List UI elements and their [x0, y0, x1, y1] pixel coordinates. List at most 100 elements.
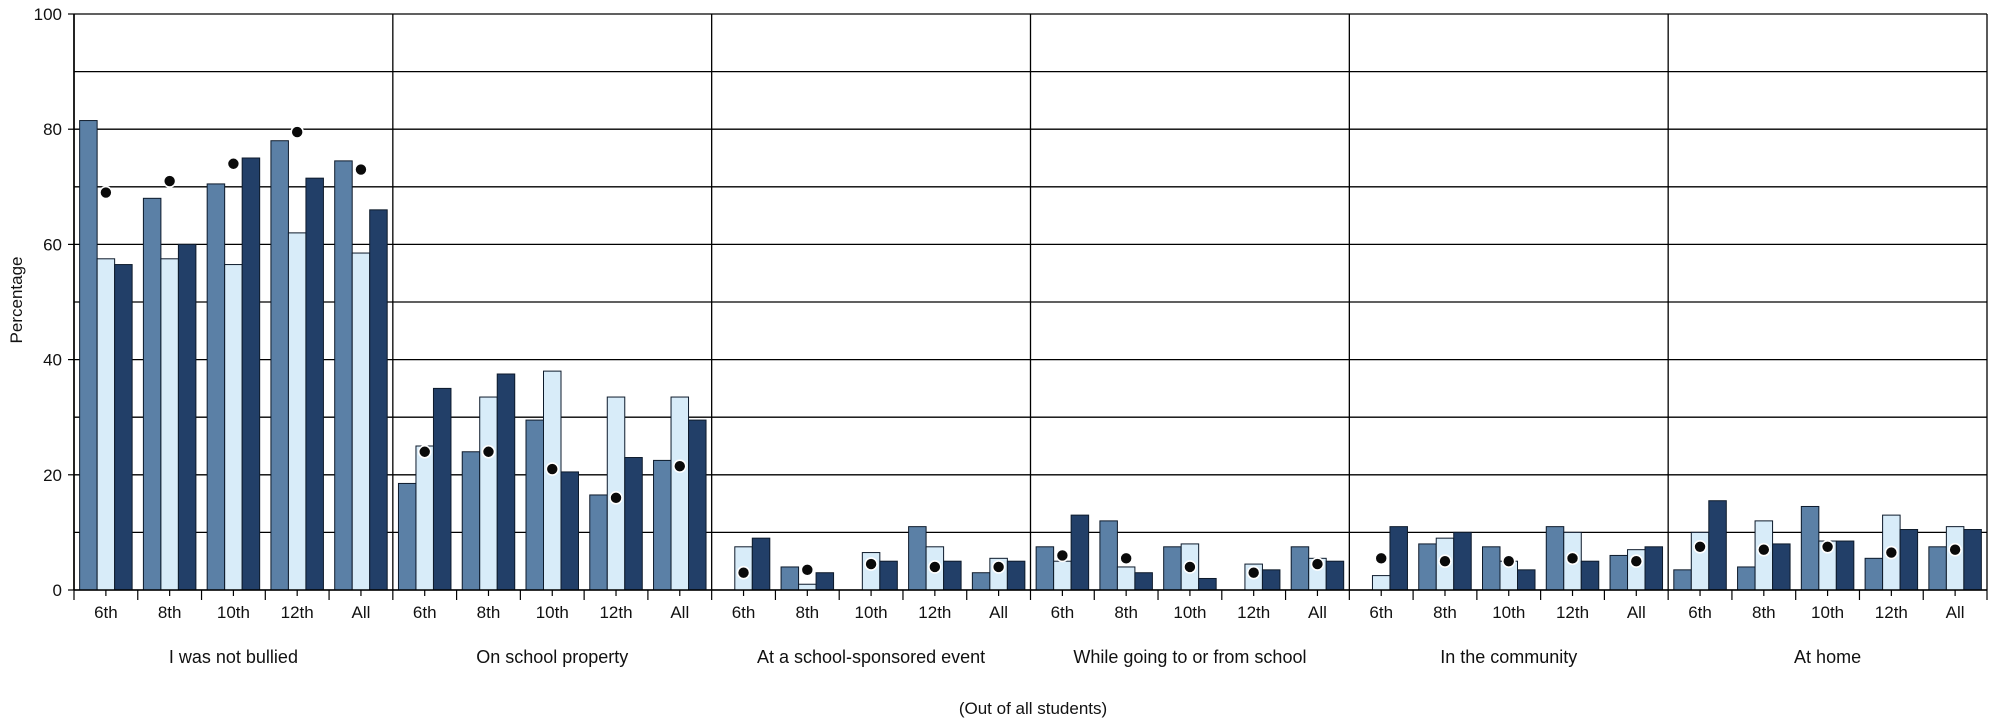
bar: [1418, 543, 1437, 591]
x-tick-label: 12th: [1875, 603, 1908, 622]
bar: [1035, 546, 1055, 591]
marker-point: [1501, 554, 1516, 569]
bar: [334, 160, 353, 591]
bar: [177, 243, 197, 591]
bar: [160, 258, 179, 591]
bar: [270, 140, 289, 591]
bar: [1006, 560, 1026, 591]
x-tick-label: All: [351, 603, 370, 622]
marker-point: [800, 563, 815, 577]
x-tick-label: 12th: [281, 603, 314, 622]
axes: [68, 13, 1988, 600]
y-tick-label: 20: [43, 466, 62, 485]
bar: [224, 264, 243, 591]
group-label: In the community: [1440, 647, 1577, 667]
marker-point: [1183, 560, 1197, 574]
marker-point: [1438, 554, 1452, 569]
bar: [751, 537, 771, 591]
marker-point: [1246, 565, 1261, 580]
x-tick-label: 6th: [413, 603, 437, 622]
x-tick-label: 6th: [732, 603, 756, 622]
bar: [96, 258, 116, 591]
marker-point: [1119, 551, 1133, 566]
x-tick-label: 6th: [94, 603, 118, 622]
bar: [1772, 543, 1791, 591]
bar: [879, 560, 898, 591]
bar: [1070, 514, 1090, 591]
marker-point: [991, 560, 1006, 574]
bar: [241, 157, 261, 591]
marker-point: [1693, 539, 1707, 554]
group-label: While going to or from school: [1073, 647, 1306, 667]
y-axis-title: Percentage: [7, 257, 26, 344]
x-tick-label: 10th: [536, 603, 569, 622]
y-tick-label: 100: [34, 5, 62, 24]
bar: [397, 482, 417, 591]
bar: [1198, 577, 1217, 591]
marker-point: [1629, 554, 1644, 569]
bar: [1261, 569, 1281, 591]
bar: [1609, 554, 1629, 591]
bar: [1163, 546, 1182, 591]
bar: [670, 396, 690, 591]
bar: [1290, 546, 1310, 591]
marker-point: [1310, 557, 1325, 571]
marker-point: [545, 462, 560, 476]
bar: [1800, 505, 1820, 591]
x-tick-label: 10th: [1173, 603, 1206, 622]
bar: [461, 451, 481, 591]
x-tick-label: All: [989, 603, 1008, 622]
bar: [1835, 540, 1855, 591]
x-tick-label: 8th: [795, 603, 819, 622]
bar: [1517, 569, 1536, 591]
marker-point: [928, 560, 942, 574]
bar: [206, 183, 226, 591]
x-tick-label: 12th: [918, 603, 951, 622]
bar: [1673, 569, 1692, 591]
x-tick-label: 8th: [1752, 603, 1776, 622]
bar: [1482, 546, 1501, 591]
bar: [496, 373, 516, 591]
bar: [908, 526, 927, 591]
bar: [798, 583, 817, 591]
bar: [1899, 529, 1919, 591]
bar: [479, 396, 498, 591]
bar: [624, 457, 643, 591]
marker-point: [1374, 551, 1389, 566]
x-tick-label: 8th: [1433, 603, 1457, 622]
bar: [815, 572, 835, 591]
bar: [79, 120, 98, 591]
bar: [780, 566, 800, 591]
group-label: I was not bullied: [169, 647, 298, 667]
marker-point: [1055, 548, 1070, 563]
x-tick-label: 8th: [158, 603, 182, 622]
bar: [543, 370, 562, 591]
bar: [1945, 526, 1965, 591]
bar: [525, 419, 544, 591]
x-axis-title: (Out of all students): [959, 699, 1107, 718]
bar: [1099, 520, 1118, 591]
x-tick-label: 8th: [477, 603, 501, 622]
bar: [1453, 531, 1472, 591]
y-tick-label: 80: [43, 120, 62, 139]
markers: [99, 125, 1962, 580]
y-tick-label: 60: [43, 235, 62, 254]
bar: [1864, 557, 1884, 591]
bar: [1963, 529, 1982, 591]
marker-point: [354, 162, 368, 177]
bar: [1389, 526, 1408, 591]
bar: [1134, 572, 1153, 591]
marker-point: [1948, 542, 1962, 557]
x-tick-label: All: [1627, 603, 1646, 622]
x-tick-label: 6th: [1369, 603, 1393, 622]
bar: [1708, 500, 1727, 591]
x-tick-label: 8th: [1114, 603, 1138, 622]
x-tick-label: 10th: [855, 603, 888, 622]
marker-point: [609, 491, 623, 505]
bar: [1644, 546, 1664, 591]
x-tick-label: All: [1308, 603, 1327, 622]
x-tick-label: 10th: [217, 603, 250, 622]
bar: [1053, 560, 1072, 591]
x-tick-label: All: [1946, 603, 1965, 622]
bar: [1737, 566, 1756, 591]
